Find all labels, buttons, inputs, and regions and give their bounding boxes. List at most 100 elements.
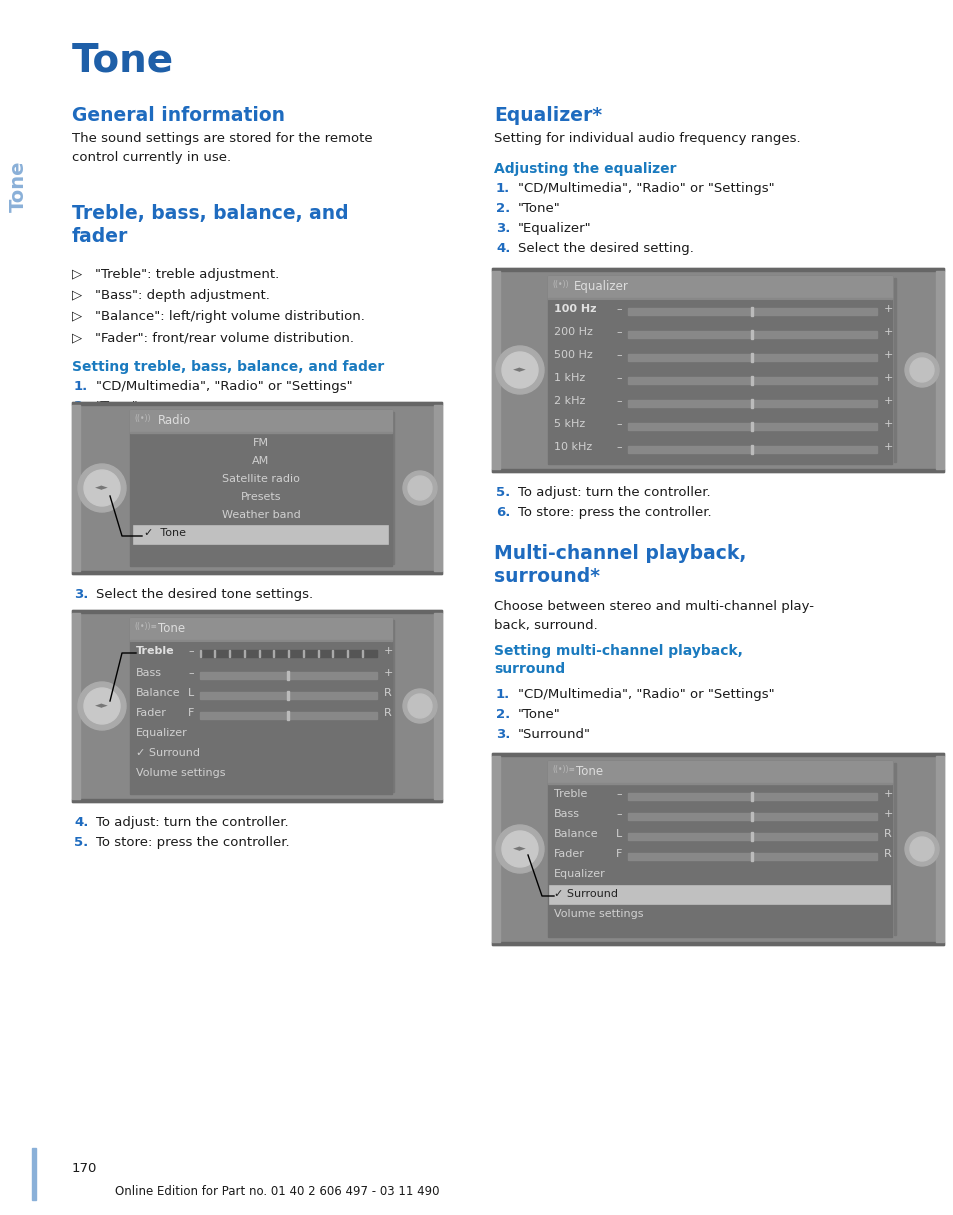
Text: R: R bbox=[384, 688, 392, 697]
Text: ◄►: ◄► bbox=[513, 844, 526, 853]
Text: F: F bbox=[188, 708, 194, 718]
Bar bbox=[130, 409, 392, 566]
Bar bbox=[627, 853, 876, 860]
Text: Bass: Bass bbox=[136, 668, 162, 678]
Text: ▷   "Bass": depth adjustment.: ▷ "Bass": depth adjustment. bbox=[71, 289, 270, 303]
Bar bbox=[303, 650, 304, 657]
Text: +: + bbox=[883, 373, 892, 383]
Text: FM: FM bbox=[253, 437, 269, 448]
Text: Tone: Tone bbox=[71, 43, 174, 80]
Bar bbox=[627, 833, 876, 840]
Text: Equalizer: Equalizer bbox=[554, 869, 605, 878]
Text: 4.: 4. bbox=[496, 242, 510, 255]
Text: 100 Hz: 100 Hz bbox=[554, 304, 596, 313]
Text: Setting treble, bass, balance, and fader: Setting treble, bass, balance, and fader bbox=[71, 360, 384, 374]
Text: +: + bbox=[883, 442, 892, 452]
Bar bbox=[71, 610, 441, 614]
Text: To adjust: turn the controller.: To adjust: turn the controller. bbox=[517, 486, 710, 499]
Bar bbox=[750, 354, 752, 362]
Bar bbox=[550, 301, 889, 320]
Bar bbox=[273, 650, 274, 657]
Text: Equalizer: Equalizer bbox=[136, 728, 188, 738]
Text: Setting for individual audio frequency ranges.: Setting for individual audio frequency r… bbox=[494, 132, 800, 145]
Text: +: + bbox=[883, 350, 892, 360]
Bar bbox=[547, 276, 891, 298]
Bar bbox=[71, 799, 441, 802]
Text: ((•))≡: ((•))≡ bbox=[133, 622, 156, 631]
Bar bbox=[317, 650, 318, 657]
Text: Presets: Presets bbox=[240, 492, 281, 502]
Bar bbox=[547, 276, 891, 464]
Text: R: R bbox=[883, 829, 891, 840]
Bar bbox=[750, 330, 752, 339]
Circle shape bbox=[402, 689, 436, 723]
Bar bbox=[213, 650, 214, 657]
Text: ((•)): ((•)) bbox=[133, 414, 151, 423]
Text: Tone: Tone bbox=[158, 622, 185, 635]
Bar bbox=[492, 756, 499, 942]
Bar bbox=[32, 1148, 36, 1200]
Text: –: – bbox=[188, 646, 193, 656]
Bar bbox=[750, 399, 752, 408]
Circle shape bbox=[408, 476, 432, 501]
Bar bbox=[229, 650, 230, 657]
Text: 4.: 4. bbox=[74, 816, 89, 829]
Text: –: – bbox=[616, 419, 621, 429]
Text: +: + bbox=[883, 304, 892, 313]
Text: Online Edition for Part no. 01 40 2 606 497 - 03 11 490: Online Edition for Part no. 01 40 2 606 … bbox=[115, 1185, 439, 1198]
Bar bbox=[71, 571, 441, 573]
Bar bbox=[71, 610, 441, 802]
Circle shape bbox=[496, 825, 543, 874]
Text: "CD/Multimedia", "Radio" or "Settings": "CD/Multimedia", "Radio" or "Settings" bbox=[517, 688, 774, 701]
Text: Balance: Balance bbox=[136, 688, 180, 697]
Circle shape bbox=[402, 471, 436, 505]
Text: "Tone": "Tone" bbox=[517, 708, 560, 720]
Text: Equalizer*: Equalizer* bbox=[494, 106, 601, 125]
Text: ◄►: ◄► bbox=[513, 366, 526, 374]
Bar bbox=[332, 650, 333, 657]
Bar bbox=[492, 942, 943, 945]
Bar bbox=[132, 643, 390, 662]
Bar bbox=[287, 671, 289, 680]
Text: Radio: Radio bbox=[158, 414, 191, 426]
Text: Setting multi-channel playback,
surround: Setting multi-channel playback, surround bbox=[494, 644, 742, 676]
Text: R: R bbox=[883, 849, 891, 859]
Bar bbox=[492, 753, 943, 756]
Text: Adjusting the equalizer: Adjusting the equalizer bbox=[494, 162, 676, 176]
Text: –: – bbox=[616, 809, 621, 819]
Text: +: + bbox=[883, 396, 892, 406]
Text: "CD/Multimedia", "Radio" or "Settings": "CD/Multimedia", "Radio" or "Settings" bbox=[96, 380, 353, 392]
Bar bbox=[258, 650, 260, 657]
Text: –: – bbox=[616, 396, 621, 406]
Bar bbox=[935, 756, 943, 942]
Bar bbox=[750, 792, 752, 801]
Bar bbox=[492, 269, 943, 271]
Text: ◄►: ◄► bbox=[95, 484, 109, 492]
Bar bbox=[347, 650, 348, 657]
Text: –: – bbox=[616, 350, 621, 360]
Text: "CD/Multimedia", "Radio" or "Settings": "CD/Multimedia", "Radio" or "Settings" bbox=[517, 182, 774, 194]
Text: Treble: Treble bbox=[136, 646, 174, 656]
Circle shape bbox=[78, 464, 126, 512]
Text: Select the desired setting.: Select the desired setting. bbox=[517, 242, 693, 255]
Text: –: – bbox=[616, 442, 621, 452]
Bar bbox=[492, 469, 943, 471]
Circle shape bbox=[84, 470, 120, 505]
Text: ▷   "Balance": left/right volume distribution.: ▷ "Balance": left/right volume distribut… bbox=[71, 310, 364, 323]
Text: –: – bbox=[188, 668, 193, 678]
Circle shape bbox=[496, 346, 543, 394]
Text: 6.: 6. bbox=[496, 505, 510, 519]
Text: +: + bbox=[883, 419, 892, 429]
Bar bbox=[627, 446, 876, 453]
Text: 2 kHz: 2 kHz bbox=[554, 396, 585, 406]
Text: 200 Hz: 200 Hz bbox=[554, 327, 592, 337]
Text: 5.: 5. bbox=[496, 486, 510, 499]
Text: Treble: Treble bbox=[554, 789, 587, 799]
Text: General information: General information bbox=[71, 106, 285, 125]
Text: –: – bbox=[616, 789, 621, 799]
Circle shape bbox=[904, 354, 938, 388]
Text: "Surround": "Surround" bbox=[517, 728, 590, 741]
Bar bbox=[627, 377, 876, 384]
Bar bbox=[750, 812, 752, 821]
Text: +: + bbox=[883, 789, 892, 799]
